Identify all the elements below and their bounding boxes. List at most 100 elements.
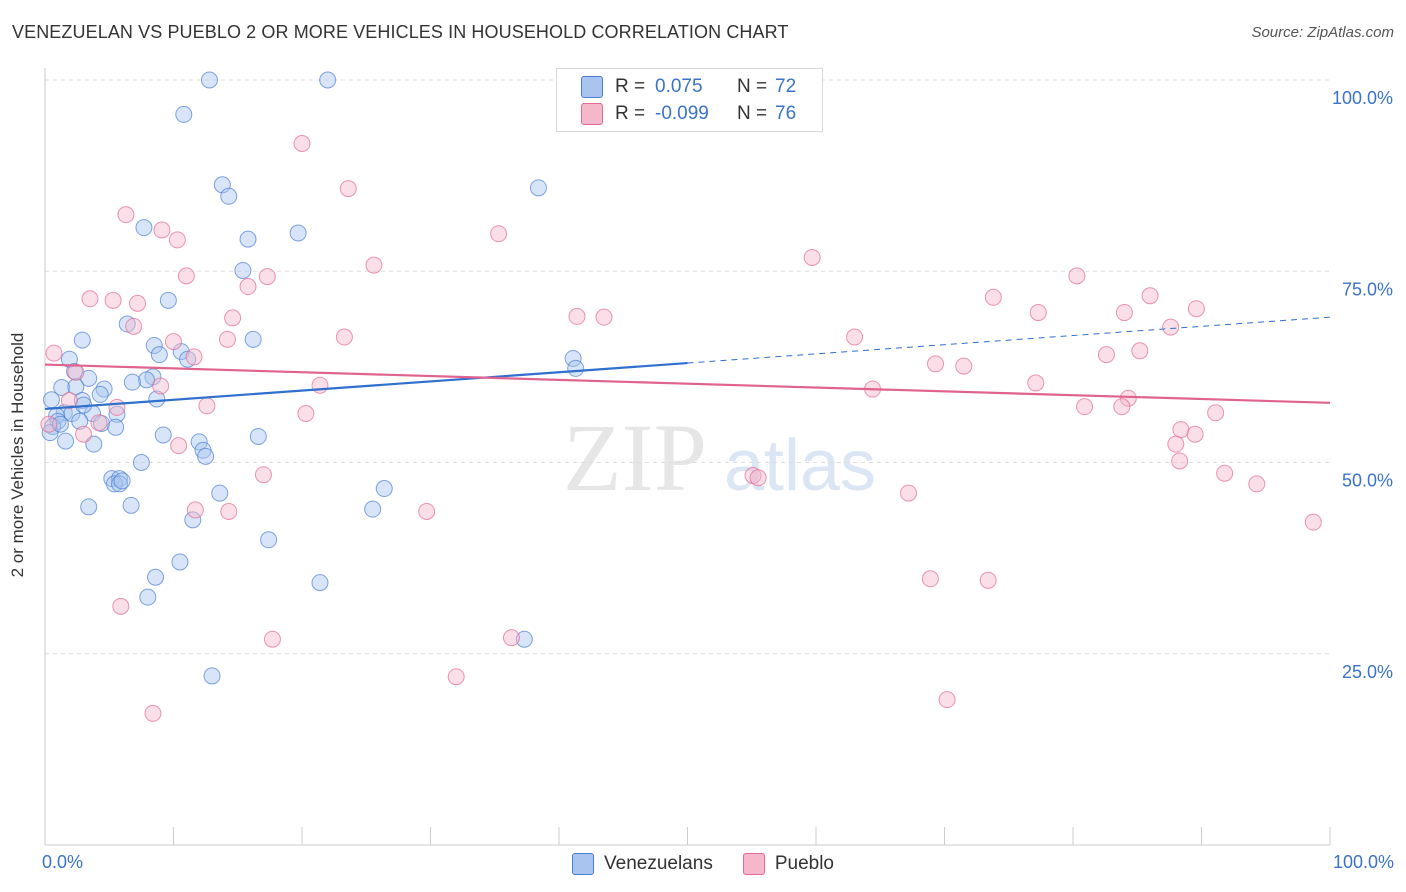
pueblo-point <box>1141 287 1159 305</box>
legend-n-value: 72 <box>775 76 797 97</box>
legend-n-label: N = <box>737 103 768 124</box>
venezuelans-point <box>289 224 307 242</box>
pueblo-point <box>1186 425 1204 443</box>
pueblo-point <box>45 344 63 362</box>
pueblo-point <box>263 630 281 648</box>
pueblo-point <box>1068 267 1086 285</box>
pueblo-point <box>1162 318 1180 336</box>
pueblo-point <box>846 328 864 346</box>
venezuelans-point <box>311 574 329 592</box>
legend-swatch-blue <box>572 853 594 875</box>
venezuelans-trend-line <box>44 361 688 411</box>
legend-row-venezuelans: R = 0.075 N = 72 <box>581 74 796 100</box>
y-tick-label: 100.0% <box>1332 88 1393 108</box>
pueblo-point <box>165 333 182 351</box>
venezuelans-point <box>135 219 153 237</box>
venezuelans-point <box>175 105 193 123</box>
pueblo-point <box>254 466 272 484</box>
watermark-zip: ZIP <box>563 404 707 511</box>
pueblo-point <box>152 377 170 395</box>
pueblo-point <box>293 134 311 152</box>
pueblo-trend-line <box>44 363 1331 404</box>
pueblo-point <box>1304 513 1322 531</box>
pueblo-point <box>927 355 945 373</box>
venezuelans-point <box>529 179 547 197</box>
pueblo-point <box>220 502 238 520</box>
pueblo-point <box>170 437 188 455</box>
venezuelans-point <box>364 500 382 518</box>
series-legend: Venezuelans Pueblo <box>0 852 1406 876</box>
pueblo-point <box>239 278 257 296</box>
pueblo-point <box>144 704 162 722</box>
venezuelans-point <box>57 432 75 450</box>
y-tick-label: 50.0% <box>1342 471 1393 491</box>
pueblo-point <box>311 376 329 394</box>
pueblo-point <box>185 348 203 366</box>
venezuelans-point <box>138 371 156 389</box>
venezuelans-point <box>319 71 337 89</box>
venezuelans-point <box>197 447 215 465</box>
pueblo-point <box>60 392 78 410</box>
pueblo-point <box>921 570 939 588</box>
legend-n-label: N = <box>737 76 768 97</box>
venezuelans-point <box>200 71 218 89</box>
venezuelans-point <box>184 511 202 529</box>
pueblo-point <box>568 307 586 325</box>
venezuelans-point <box>51 415 69 433</box>
venezuelans-point <box>108 405 126 423</box>
venezuelans-point <box>154 426 172 444</box>
pueblo-point <box>75 425 93 443</box>
venezuelans-point <box>139 588 157 606</box>
pueblo-point <box>1216 464 1234 482</box>
venezuelans-point <box>220 187 238 205</box>
pueblo-point <box>984 288 1002 306</box>
venezuelans-point <box>203 667 221 685</box>
pueblo-point <box>979 571 997 589</box>
source-label: Source: ZipAtlas.com <box>1251 24 1394 41</box>
legend-r-value: -0.099 <box>655 103 709 124</box>
pueblo-point <box>1131 342 1149 360</box>
venezuelans-point <box>148 390 166 408</box>
legend-item-venezuelans[interactable]: Venezuelans <box>572 853 713 875</box>
venezuelans-point <box>111 475 129 493</box>
pueblo-point <box>1172 421 1190 439</box>
venezuelans-point <box>80 498 98 516</box>
pueblo-point <box>502 629 520 647</box>
venezuelans-point <box>71 412 89 430</box>
pueblo-point <box>112 597 130 615</box>
pueblo-point <box>803 248 821 266</box>
venezuelans-point <box>85 435 103 453</box>
venezuelans-point <box>145 336 163 354</box>
pueblo-point <box>418 502 436 520</box>
legend-item-pueblo[interactable]: Pueblo <box>742 853 834 875</box>
pueblo-point <box>900 484 918 502</box>
pueblo-point <box>490 225 508 243</box>
legend-r-value: 0.075 <box>655 76 703 97</box>
legend-swatch-pink <box>742 853 765 875</box>
pueblo-point <box>1171 452 1189 470</box>
pueblo-point <box>104 291 122 309</box>
venezuelans-point <box>190 433 208 451</box>
legend-row-pueblo: R = -0.099 N = 76 <box>581 101 796 127</box>
pueblo-point <box>1076 398 1094 416</box>
venezuelans-point <box>150 346 168 364</box>
venezuelans-point <box>260 531 278 549</box>
pueblo-point <box>224 309 242 327</box>
y-tick-label: 75.0% <box>1342 279 1393 299</box>
pueblo-point <box>749 469 767 487</box>
pueblo-point <box>595 308 613 326</box>
pueblo-point <box>218 330 236 348</box>
venezuelans-point <box>239 230 257 248</box>
legend-swatch-pink <box>581 103 603 125</box>
venezuelans-point <box>171 553 189 571</box>
pueblo-point <box>1097 346 1115 364</box>
venezuelans-point <box>66 362 84 380</box>
venezuelans-point <box>123 373 141 391</box>
pueblo-point <box>198 397 216 415</box>
venezuelans-point <box>122 496 140 514</box>
pueblo-point <box>117 206 135 224</box>
venezuelans-point <box>234 261 252 279</box>
venezuelans-point <box>515 630 533 648</box>
pueblo-point <box>1027 374 1045 392</box>
